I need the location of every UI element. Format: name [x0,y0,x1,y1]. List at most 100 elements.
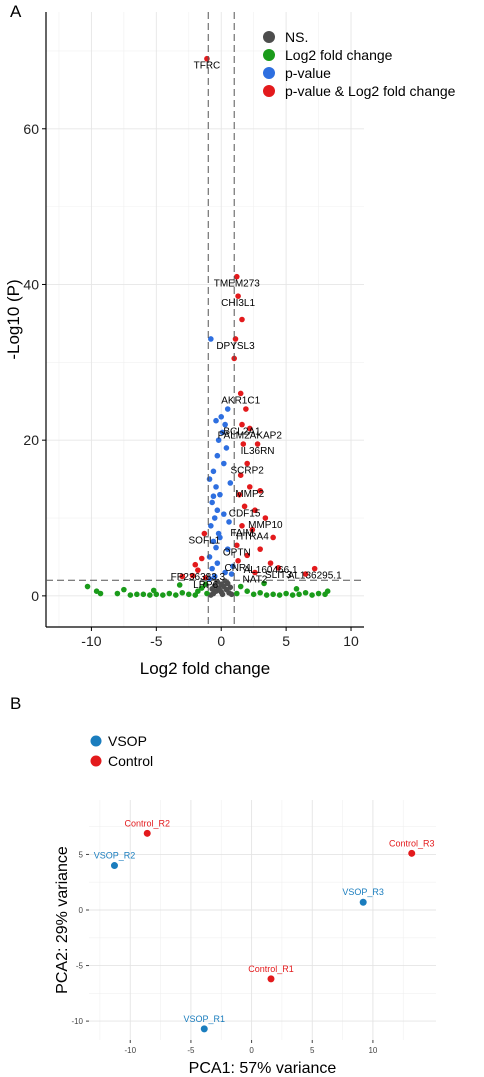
point [223,445,230,451]
point [210,538,217,545]
legend-key [263,49,275,61]
point [270,534,276,541]
point [121,586,127,593]
gene-label: FAIM [230,528,253,539]
sample-point [143,829,151,837]
point [235,558,241,564]
gene-label: AL160466.1 [244,565,298,576]
x-tick-label: 10 [343,633,359,649]
point [213,484,219,490]
point [309,592,315,598]
point [114,590,121,597]
x-axis-title: Log2 fold change [140,659,270,678]
point [218,414,225,420]
sample-point [110,862,118,870]
point [224,546,231,552]
point [252,569,258,576]
y-tick-label: 60 [23,121,39,137]
gene-label: TMEM273 [214,279,261,290]
gene-label: MMP2 [235,489,264,500]
legend-label: p-value & Log2 fold change [285,83,456,99]
legend-label: p-value [285,65,331,81]
point [270,591,276,598]
legend-label: Log2 fold change [285,47,393,63]
point [222,421,228,428]
point [227,480,234,486]
point [257,487,263,494]
point [214,507,221,514]
point [234,590,240,597]
sample-label: Control_R3 [389,838,435,848]
y-tick-label: 0 [31,588,39,604]
sample-point [267,975,275,983]
point [84,583,91,590]
y-tick-label: 0 [79,906,84,915]
point [257,546,263,552]
point [213,417,219,424]
point [214,452,221,459]
legend-key [90,735,102,747]
sample-label: VSOP_R3 [342,887,384,897]
point [239,421,245,428]
point [172,592,179,598]
point [241,503,248,510]
y-axis-title: PCA2: 29% variance [54,846,71,994]
point [246,484,253,490]
sample-point [359,898,367,906]
point [189,572,196,579]
point [244,552,250,559]
point [202,581,209,587]
x-tick-label: -5 [187,1046,195,1055]
point [261,580,267,587]
point [289,592,296,598]
point [236,491,243,498]
point [246,425,253,432]
gene-label: OPTN [223,547,251,558]
gene-label: SOFL1 [189,536,221,547]
y-tick-label: 5 [79,850,84,859]
point [244,460,250,467]
point [237,390,244,397]
panel-a-label: A [10,2,22,21]
point [217,587,223,594]
point [185,591,192,598]
point [166,590,173,597]
point [204,590,210,597]
sample-label: VSOP_R1 [183,1014,225,1024]
point [252,507,258,514]
point [219,429,226,436]
point [222,578,228,584]
point [202,575,209,581]
point [227,584,234,591]
point [243,406,249,412]
point [209,586,215,592]
point [239,316,245,323]
x-tick-label: 5 [310,1046,315,1055]
point [234,542,240,549]
point [224,406,231,412]
gene-label: SCRP2 [231,466,265,477]
sample-point [200,1025,208,1033]
point [237,583,244,590]
point [235,293,241,299]
point [221,460,227,467]
point [293,586,300,592]
legend-label: VSOP [108,733,147,749]
point [234,273,240,280]
sample-label: VSOP_R2 [94,851,136,861]
point [263,592,270,598]
point [208,522,214,529]
point [276,592,283,598]
panel-b-label: B [10,694,21,713]
legend-label: Control [108,753,153,769]
point [127,592,134,598]
point [283,590,289,597]
gene-label: IL36RN [241,446,275,457]
sample-point [408,849,416,857]
point [160,592,166,598]
gene-label: CNR1 [224,563,252,574]
point [237,472,244,478]
point [240,441,247,447]
point [97,590,104,597]
point [215,437,222,443]
